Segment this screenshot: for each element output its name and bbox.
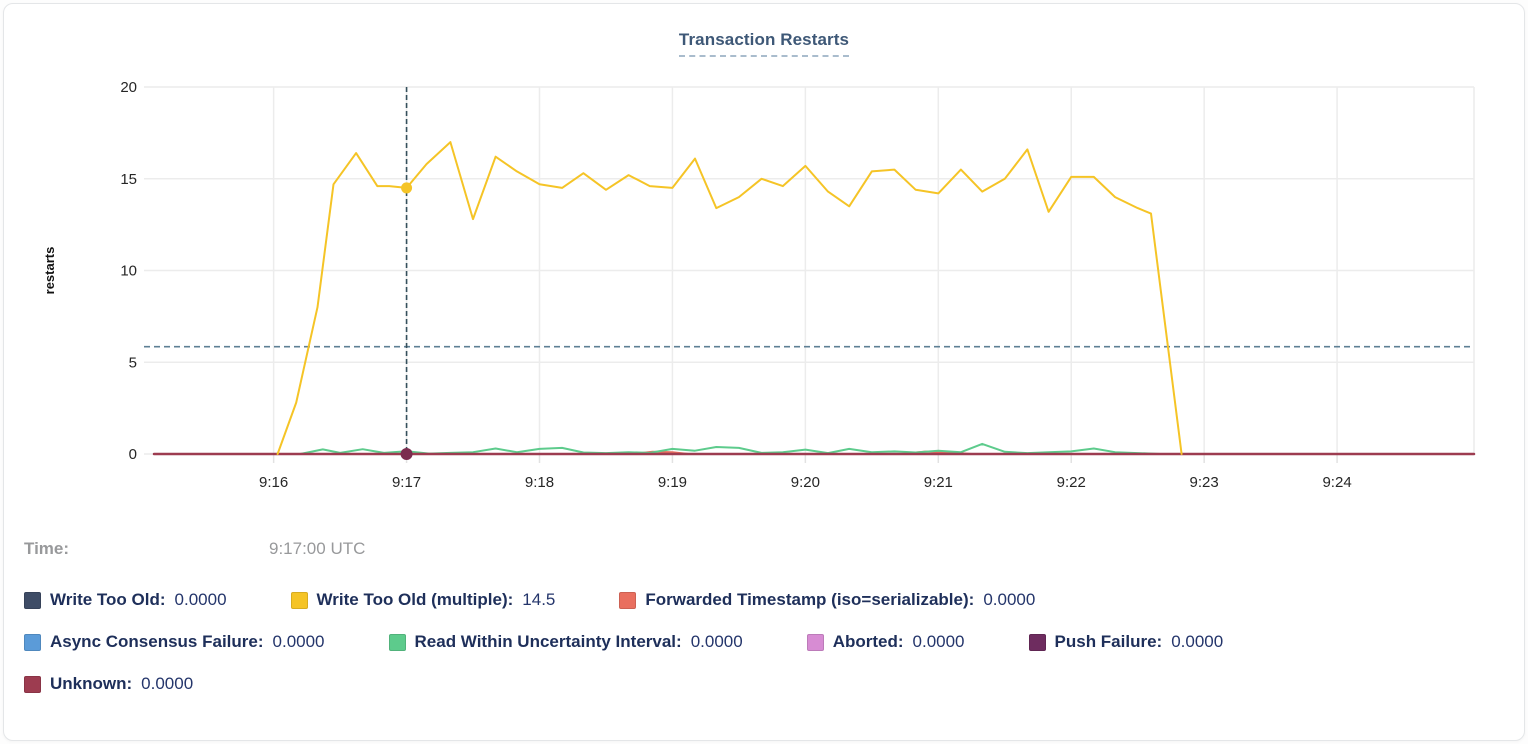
legend-value: 0.0000 <box>1171 632 1224 651</box>
legend-row: Unknown: 0.0000 <box>24 674 1504 694</box>
legend-value: 0.0000 <box>141 674 194 693</box>
legend-row: Async Consensus Failure: 0.0000 Read Withi… <box>24 632 1504 652</box>
x-tick-label: 9:20 <box>791 474 820 491</box>
series-line-read-within-uncertainty-interval <box>153 442 1475 455</box>
y-tick-label: 20 <box>120 79 137 96</box>
time-value: 9:17:00 UTC <box>269 539 366 558</box>
legend-value: 0.0000 <box>983 590 1036 609</box>
crosshair-dot-write-too-old-multiple <box>401 182 413 194</box>
time-readout: Time: 9:17:00 UTC <box>24 539 365 559</box>
y-axis-title: restarts <box>42 247 57 295</box>
legend-value: 0.0000 <box>174 590 227 609</box>
legend-item: Push Failure: 0.0000 <box>1028 632 1224 652</box>
chart-title-wrap: Transaction Restarts <box>4 30 1524 57</box>
legend-item: Unknown: 0.0000 <box>24 674 193 694</box>
chart-title[interactable]: Transaction Restarts <box>678 30 850 57</box>
legend-swatch-icon <box>388 633 406 651</box>
legend-item: Aborted: 0.0000 <box>806 632 965 652</box>
x-tick-label: 9:23 <box>1190 474 1219 491</box>
chart-legend: Write Too Old: 0.0000 Write Too Old (multi… <box>24 590 1504 716</box>
series-line-write-too-old-multiple <box>276 141 1183 455</box>
legend-item: Read Within Uncertainty Interval: 0.0000 <box>388 632 743 652</box>
legend-swatch-icon <box>24 675 41 693</box>
legend-item: Async Consensus Failure: 0.0000 <box>24 632 325 652</box>
legend-swatch-icon <box>619 591 637 609</box>
legend-swatch-icon <box>1028 633 1046 651</box>
legend-value: 0.0000 <box>690 632 743 651</box>
y-tick-label: 15 <box>120 171 137 188</box>
legend-label: Async Consensus Failure: <box>50 632 264 651</box>
legend-label: Read Within Uncertainty Interval: <box>414 632 682 651</box>
legend-row: Write Too Old: 0.0000 Write Too Old (multi… <box>24 590 1504 610</box>
time-label: Time: <box>24 539 70 558</box>
legend-swatch-icon <box>290 591 308 609</box>
legend-label: Unknown: <box>50 674 133 693</box>
legend-label: Write Too Old (multiple): <box>316 590 514 609</box>
x-tick-label: 9:19 <box>658 474 687 491</box>
x-tick-label: 9:22 <box>1057 474 1086 491</box>
legend-value: 0.0000 <box>912 632 965 651</box>
legend-item: Forwarded Timestamp (iso=serializable): 0… <box>619 590 1035 610</box>
crosshair-dot-unknown <box>400 448 413 460</box>
y-tick-label: 10 <box>120 263 137 280</box>
legend-value: 0.0000 <box>272 632 325 651</box>
x-tick-label: 9:17 <box>392 474 421 491</box>
legend-label: Write Too Old: <box>50 590 166 609</box>
legend-item: Write Too Old (multiple): 14.5 <box>290 590 556 610</box>
legend-swatch-icon <box>24 591 41 609</box>
x-tick-label: 9:24 <box>1322 474 1351 491</box>
legend-label: Forwarded Timestamp (iso=serializable): <box>645 590 975 609</box>
y-tick-label: 0 <box>129 446 137 463</box>
legend-label: Aborted: <box>832 632 904 651</box>
legend-swatch-icon <box>806 633 824 651</box>
x-tick-label: 9:21 <box>924 474 953 491</box>
chart-plot[interactable]: 0 5 10 15 20 9:16 9:17 9:18 9:19 9:20 9:21 9:22 9:23… <box>4 4 1528 524</box>
x-tick-label: 9:18 <box>525 474 554 491</box>
legend-label: Push Failure: <box>1054 632 1163 651</box>
legend-value: 14.5 <box>522 590 556 609</box>
chart-card: Transaction Restarts 0 5 10 15 20 9:16 9:17 9:1… <box>3 3 1525 741</box>
y-tick-label: 5 <box>129 354 137 371</box>
legend-swatch-icon <box>24 633 41 651</box>
x-tick-label: 9:16 <box>259 474 288 491</box>
legend-item: Write Too Old: 0.0000 <box>24 590 227 610</box>
